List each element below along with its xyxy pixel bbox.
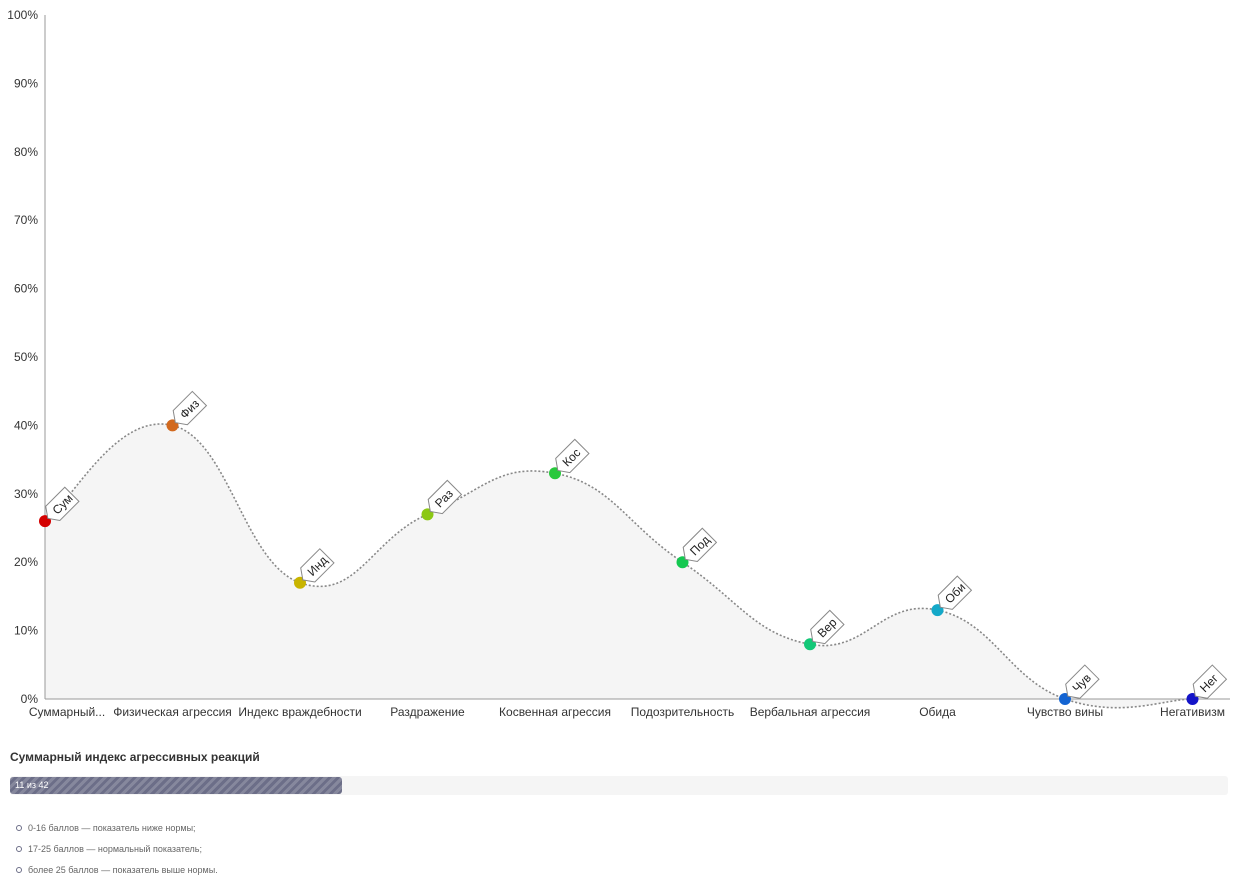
y-tick-label: 90% (14, 76, 38, 90)
norm-text-low: 0-16 баллов — показатель ниже нормы; (28, 823, 196, 833)
y-tick-label: 30% (14, 487, 38, 501)
x-tick-label: Вербальная агрессия (750, 705, 871, 719)
data-point: Вер (804, 609, 845, 651)
data-point-tag: Кос (555, 438, 590, 474)
series-line (44, 423, 1193, 709)
y-tick-label: 10% (14, 624, 38, 638)
summary-progress-fill: 11 из 42 (10, 777, 342, 794)
data-point: Физ (166, 390, 208, 432)
x-tick-label: Чувство вины (1027, 705, 1103, 719)
norm-item-high: более 25 баллов — показатель выше нормы. (16, 860, 218, 881)
norm-item-low: 0-16 баллов — показатель ниже нормы; (16, 818, 218, 839)
x-tick-label: Суммарный... (29, 705, 105, 719)
x-tick-label: Физическая агрессия (113, 705, 232, 719)
y-tick-label: 0% (21, 692, 39, 706)
y-tick-label: 70% (14, 213, 38, 227)
x-tick-label: Обида (919, 705, 956, 719)
data-point-tag: Физ (172, 390, 208, 426)
x-tick-label: Косвенная агрессия (499, 705, 611, 719)
x-tick-label: Раздражение (390, 705, 465, 719)
data-point: Кос (549, 438, 590, 480)
y-tick-label: 60% (14, 282, 38, 296)
bullet-icon (16, 867, 22, 873)
norm-text-high: более 25 баллов — показатель выше нормы. (28, 865, 218, 875)
y-tick-label: 40% (14, 418, 38, 432)
aggression-chart: 0% 10% 20% 30% 40% 50% 60% 70% 80% 90% 100% Суммарн… (7, 8, 1230, 719)
norms-legend: 0-16 баллов — показатель ниже нормы; 17-… (16, 818, 218, 881)
x-tick-label: Негативизм (1160, 705, 1225, 719)
data-point: Под (676, 527, 718, 569)
y-tick-label: 80% (14, 145, 38, 159)
data-point-tag: Вер (810, 609, 845, 645)
x-tick-label: Подозрительность (631, 705, 734, 719)
x-tick-label: Индекс враждебности (238, 705, 361, 719)
summary-score-text: 11 из 42 (15, 780, 49, 790)
summary-title: Суммарный индекс агрессивных реакций (10, 750, 260, 764)
bullet-icon (16, 846, 22, 852)
norm-text-normal: 17-25 баллов — нормальный показатель; (28, 844, 202, 854)
area-fill (45, 423, 1193, 708)
summary-progress-bar: 11 из 42 (10, 776, 1228, 795)
data-point: Инд (294, 548, 335, 589)
y-tick-label: 100% (7, 8, 38, 22)
y-tick-label: 20% (14, 555, 38, 569)
bullet-icon (16, 825, 22, 831)
y-tick-label: 50% (14, 350, 38, 364)
data-point: Оби (931, 575, 973, 617)
norm-item-normal: 17-25 баллов — нормальный показатель; (16, 839, 218, 860)
